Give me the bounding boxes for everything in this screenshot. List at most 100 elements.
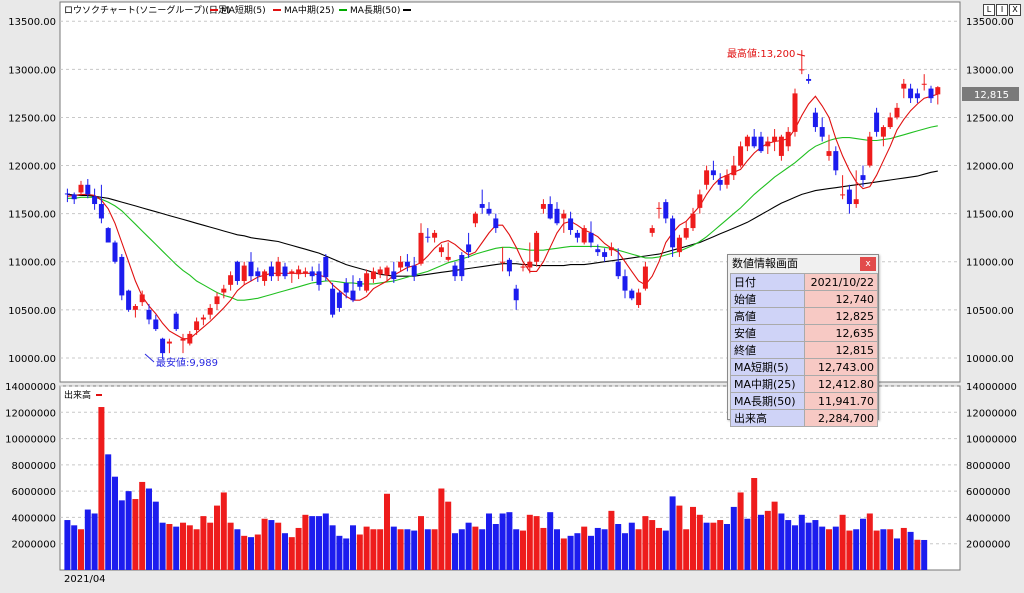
candle-body <box>785 131 791 147</box>
volume-bar <box>322 513 329 570</box>
candle <box>255 267 261 282</box>
candle <box>534 230 540 267</box>
volume-tick-label-left: 8000000 <box>11 461 56 472</box>
volume-bar <box>880 529 887 570</box>
candle <box>751 128 757 149</box>
candle-body <box>398 261 404 268</box>
price-tick-label-left: 13000.00 <box>8 65 56 76</box>
candle <box>200 314 206 326</box>
volume-bar <box>479 529 486 570</box>
candle-body <box>289 271 295 274</box>
candle <box>146 304 152 325</box>
candle <box>574 230 580 243</box>
candle-body <box>112 242 118 262</box>
volume-bar <box>581 526 588 570</box>
candle-body <box>921 83 927 85</box>
candle-body <box>411 265 417 277</box>
volume-bar <box>873 530 880 570</box>
price-tick-label-right: 13000.00 <box>966 65 1014 76</box>
candle <box>642 261 648 291</box>
volume-tick-label-right: 10000000 <box>966 435 1017 446</box>
volume-bar <box>921 539 928 570</box>
info-value: 12,412.80 <box>804 375 878 393</box>
candle <box>119 254 125 301</box>
candle-body <box>581 228 587 243</box>
volume-tick-label-left: 4000000 <box>11 513 56 524</box>
info-panel-titlebar[interactable]: 数値情報画面 x <box>728 255 878 273</box>
volume-bar <box>166 524 173 570</box>
volume-bar <box>635 529 642 570</box>
candle-body <box>268 266 274 277</box>
volume-bar <box>846 530 853 570</box>
volume-title: 出来高 <box>64 389 91 401</box>
candle-body <box>153 319 159 330</box>
candle-body <box>180 338 186 341</box>
info-label: 安値 <box>729 324 806 342</box>
candle <box>513 284 519 310</box>
price-tick-label-left: 11500.00 <box>8 210 56 221</box>
info-panel[interactable]: 数値情報画面 x 日付 2021/10/22 始値 12,740 高値 12,825 … <box>727 254 879 427</box>
candle-body <box>71 194 77 200</box>
volume-bar <box>200 516 207 570</box>
volume-bar <box>696 514 703 570</box>
candle <box>302 267 308 278</box>
price-tick-label-right: 11500.00 <box>966 210 1014 221</box>
candle-body <box>350 290 356 301</box>
volume-bar <box>377 529 384 570</box>
candle-body <box>316 271 322 285</box>
low-annotation: 最安値:9,989 <box>144 353 218 369</box>
candle <box>670 215 676 257</box>
info-panel-close-button[interactable]: x <box>860 257 876 271</box>
candle <box>561 209 567 233</box>
candle <box>717 173 723 191</box>
candle-body <box>418 232 424 264</box>
volume-tick-label-right: 6000000 <box>966 487 1011 498</box>
candle <box>608 242 614 256</box>
candle <box>391 261 397 283</box>
candle-body <box>384 267 390 276</box>
candle-body <box>568 218 574 230</box>
candle <box>622 269 628 299</box>
candle-body <box>200 317 206 320</box>
candle <box>207 304 213 320</box>
candle-body <box>262 271 268 281</box>
candle-body <box>520 266 526 268</box>
candle <box>738 141 744 168</box>
candle <box>343 278 349 299</box>
candle <box>772 128 778 152</box>
volume-bar <box>526 514 533 570</box>
candle-body <box>908 88 914 99</box>
price-tick-label-left: 12000.00 <box>8 162 56 173</box>
volume-bar <box>724 524 730 570</box>
candle-body <box>336 292 342 308</box>
volume-bar <box>363 526 370 570</box>
info-value: 12,635 <box>804 324 878 342</box>
volume-tick-label-right: 12000000 <box>966 408 1017 419</box>
candle <box>785 127 791 152</box>
window-button-left[interactable]: L <box>983 4 995 16</box>
candle <box>71 192 77 205</box>
candle-body <box>663 202 669 219</box>
candle-body <box>194 321 200 331</box>
candle-body <box>207 307 213 315</box>
volume-bar <box>146 488 152 570</box>
volume-bar <box>254 534 261 570</box>
volume-bar <box>418 516 424 570</box>
candle-body <box>282 266 288 277</box>
candle-body <box>656 207 662 209</box>
window-button-middle[interactable]: I <box>996 4 1008 16</box>
window-button-close[interactable]: X <box>1009 4 1021 16</box>
candle-body <box>642 266 648 289</box>
candle <box>166 338 172 354</box>
candle-body <box>98 204 104 219</box>
candle <box>894 103 900 120</box>
volume-bar <box>193 529 200 570</box>
candle-body <box>228 275 234 285</box>
candle <box>874 107 880 137</box>
volume-bar <box>615 524 622 570</box>
candle <box>132 304 138 318</box>
candle <box>160 337 166 360</box>
candle-body <box>853 199 859 205</box>
price-tick-label-right: 12500.00 <box>966 113 1014 124</box>
volume-bar <box>900 527 907 570</box>
